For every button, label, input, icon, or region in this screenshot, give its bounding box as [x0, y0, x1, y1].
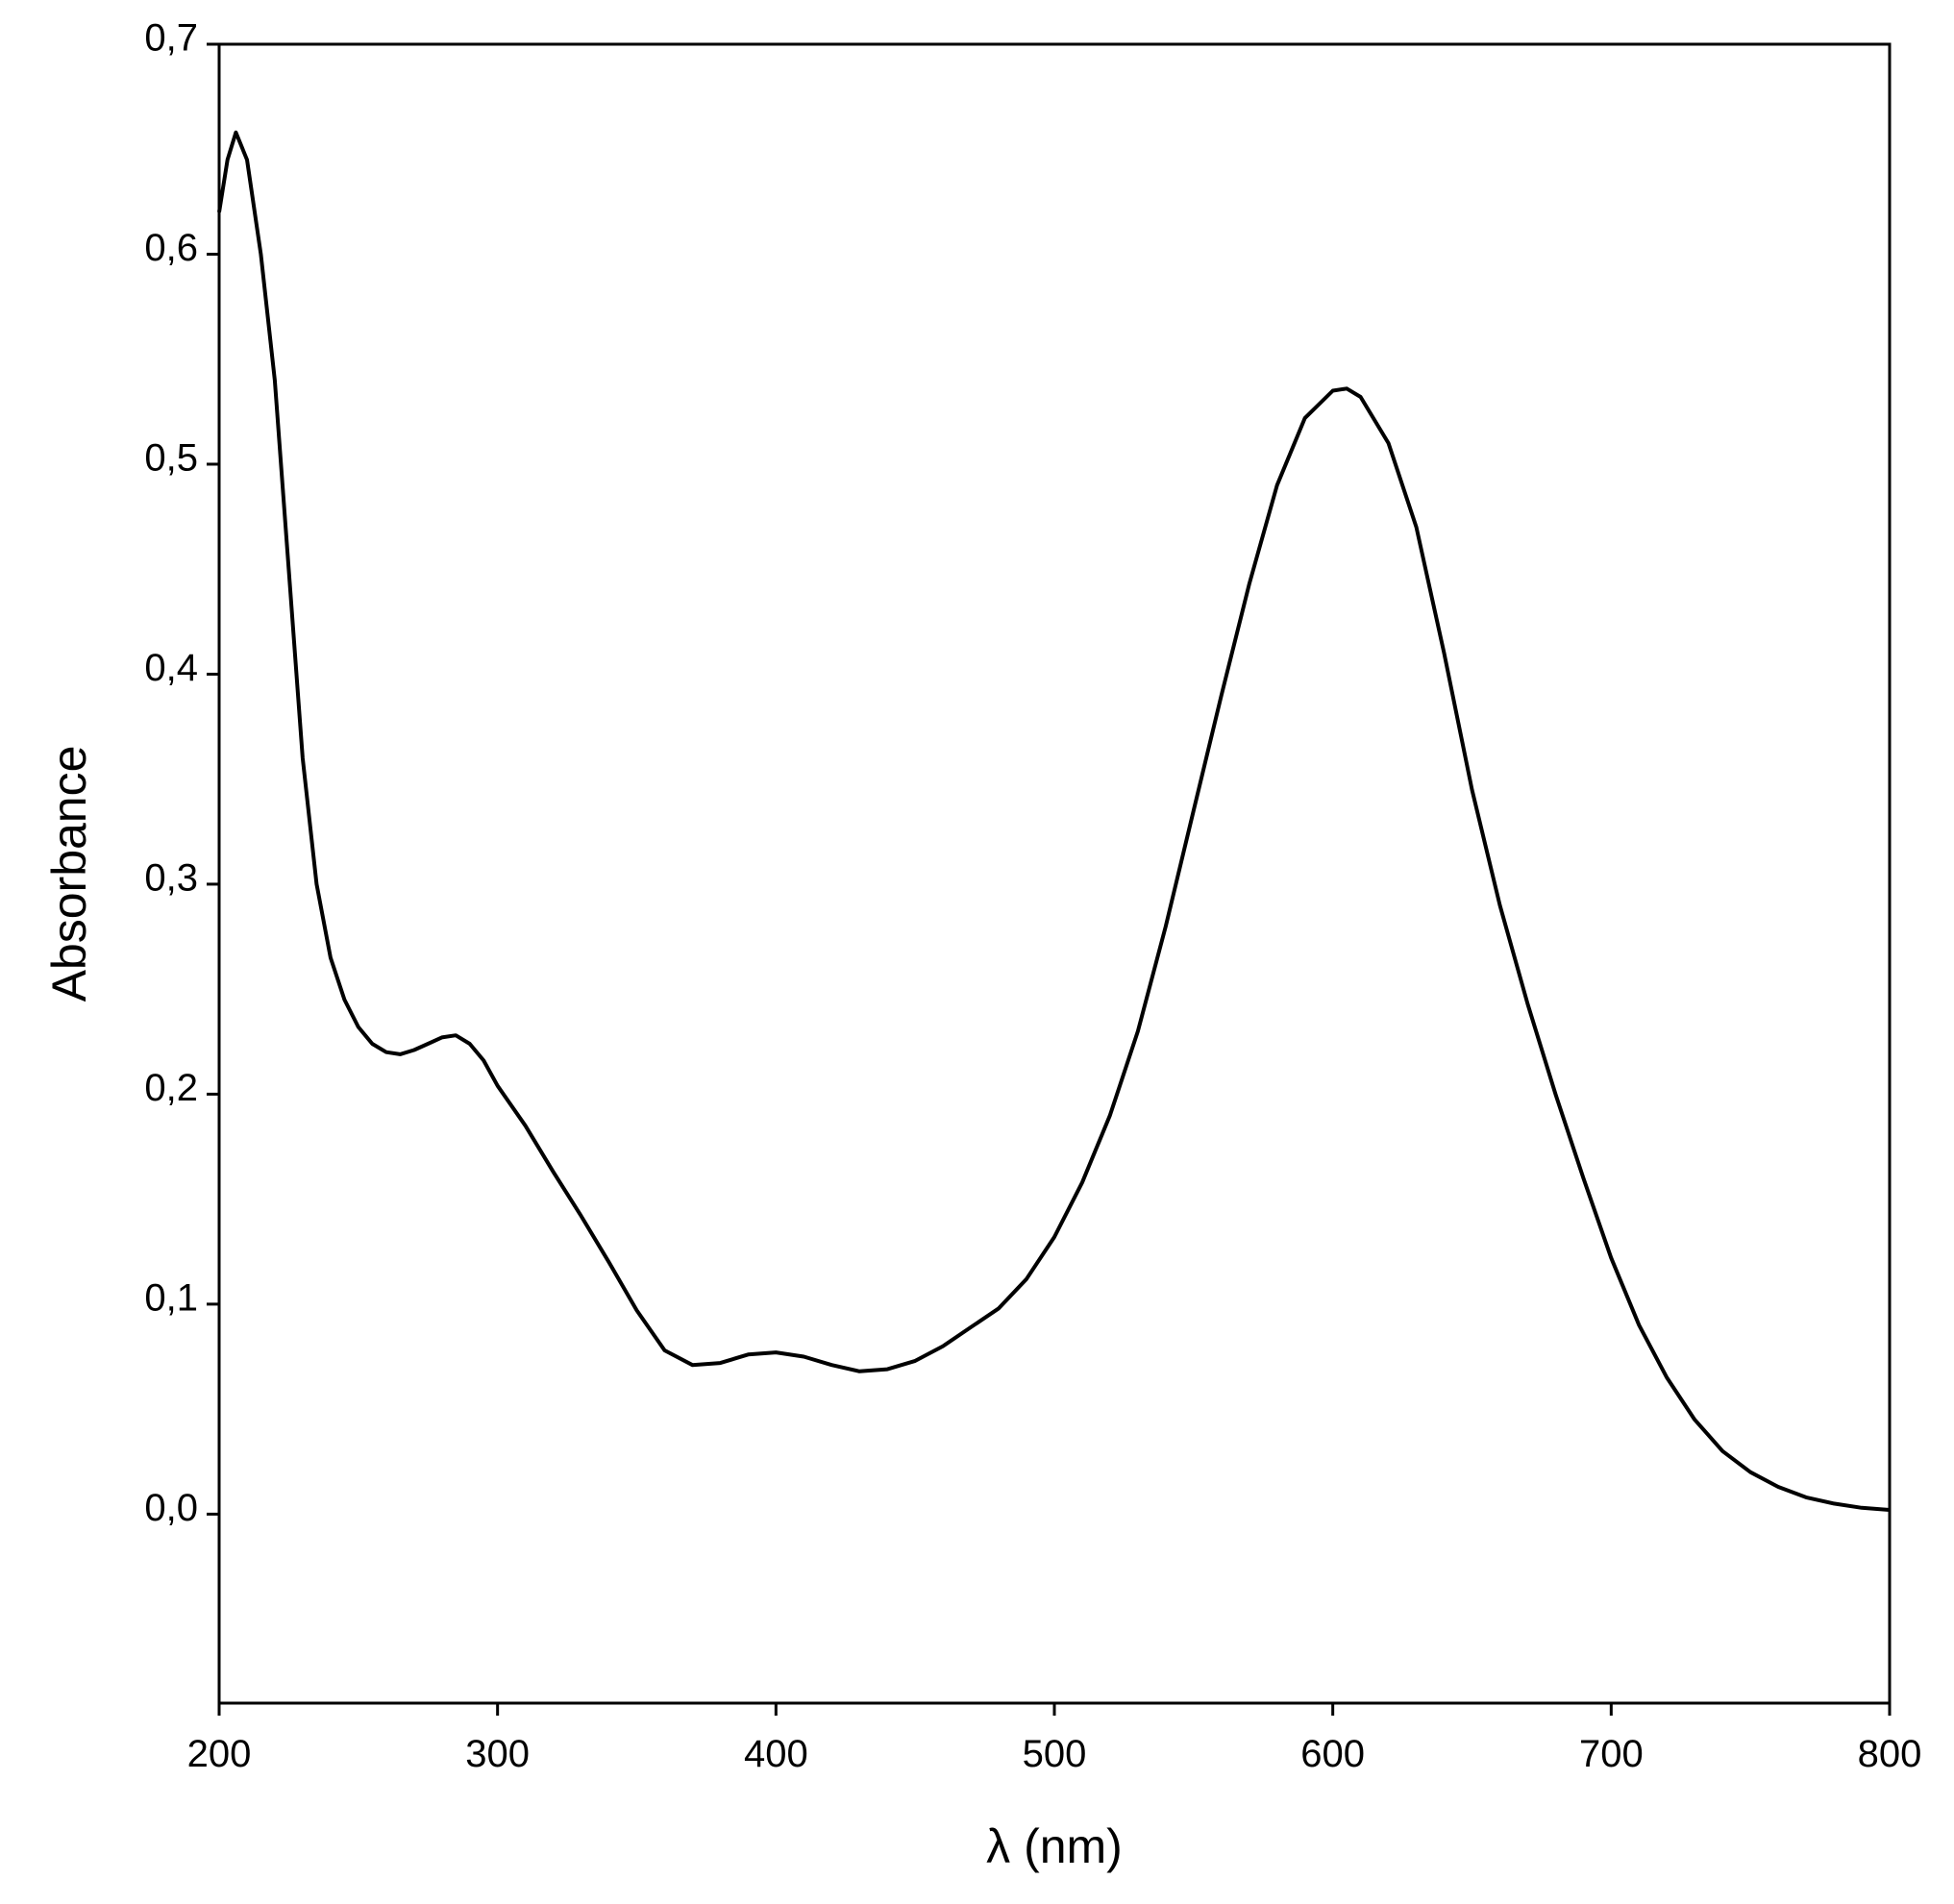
x-tick-label: 300 [465, 1733, 530, 1775]
y-tick-label: 0,3 [144, 856, 198, 899]
plot-frame [217, 42, 1892, 1705]
x-tick-label: 500 [1023, 1733, 1087, 1775]
y-tick-label: 0,7 [144, 17, 198, 60]
x-tick-label: 800 [1858, 1733, 1922, 1775]
x-axis-label: λ (nm) [986, 1819, 1123, 1873]
y-tick-label: 0,6 [144, 227, 198, 269]
spectrum-line [217, 130, 1891, 1512]
y-tick-label: 0,5 [144, 437, 198, 480]
x-tick-label: 200 [187, 1733, 252, 1775]
y-axis-label: Absorbance [42, 746, 96, 1002]
y-tick-label: 0,1 [144, 1276, 198, 1319]
x-tick-label: 400 [744, 1733, 808, 1775]
x-tick-label: 700 [1579, 1733, 1644, 1775]
y-tick-label: 0,0 [144, 1487, 198, 1529]
y-tick-label: 0,2 [144, 1067, 198, 1109]
x-tick-label: 600 [1300, 1733, 1365, 1775]
y-tick-label: 0,4 [144, 647, 198, 689]
